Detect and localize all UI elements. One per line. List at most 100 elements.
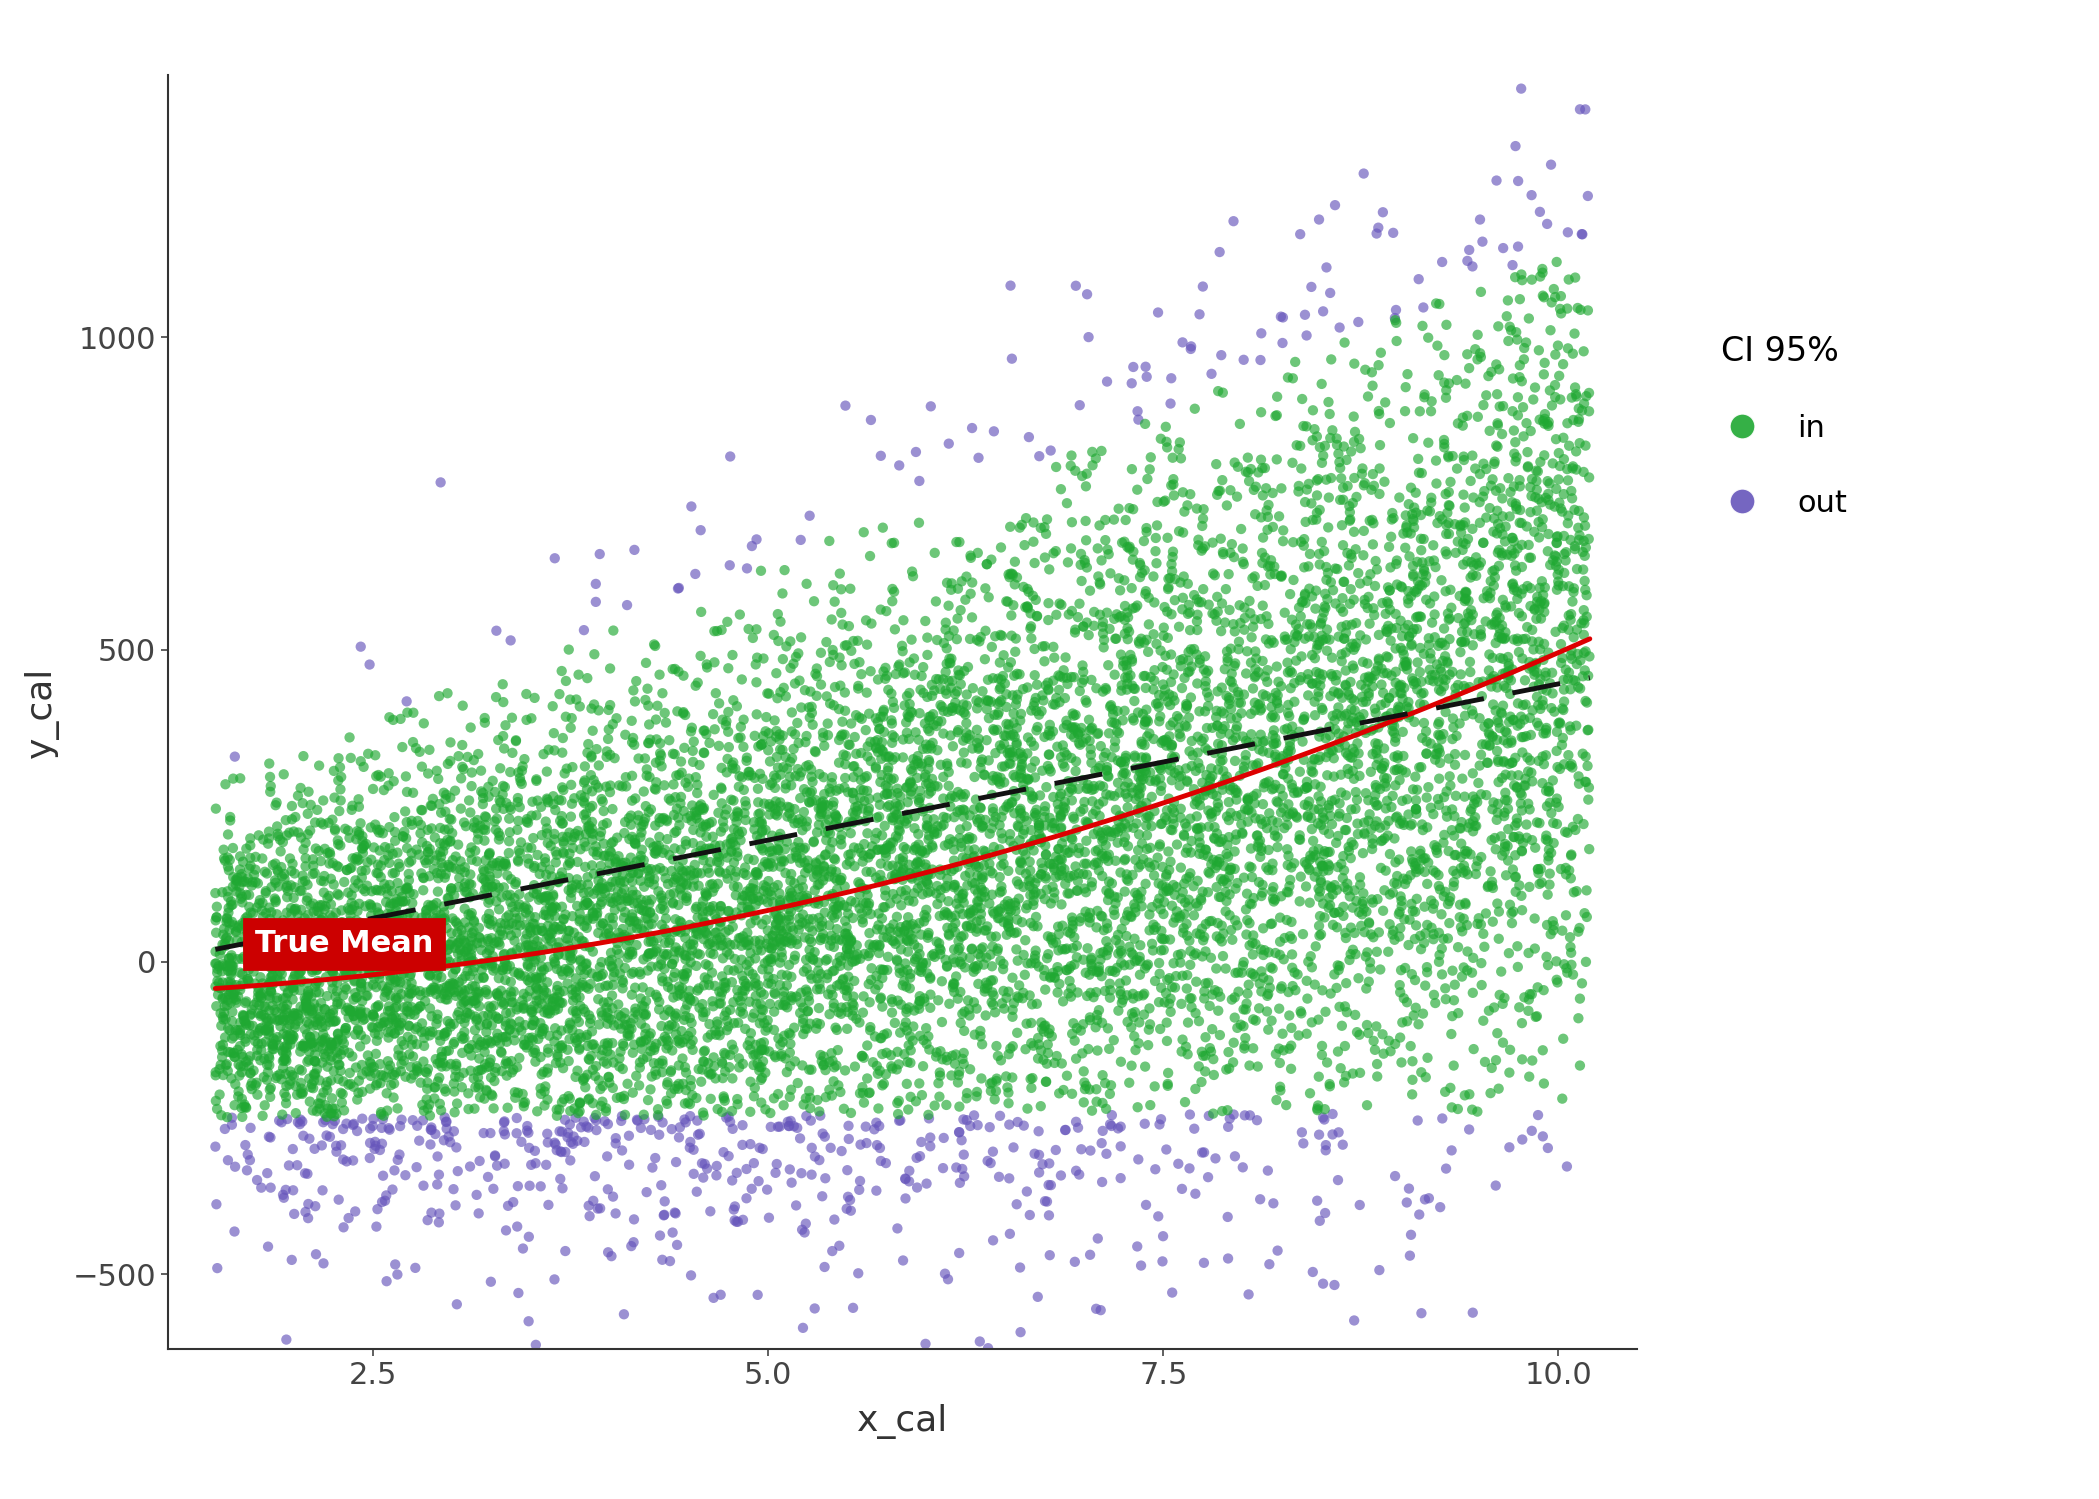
Point (1341, 561, 1375, 585)
Point (1276, 926, 1310, 950)
Point (489, 854, 523, 878)
Point (351, 943, 384, 967)
Point (1022, 444, 1056, 468)
Point (1087, 745, 1121, 769)
Point (928, 1126, 961, 1150)
Point (317, 1001, 351, 1025)
Point (1413, 549, 1446, 573)
Point (281, 1009, 315, 1033)
Point (365, 1163, 399, 1187)
Point (762, 838, 796, 862)
Point (602, 952, 636, 976)
Point (1312, 561, 1345, 585)
Point (548, 943, 581, 967)
Point (991, 655, 1024, 679)
Point (1505, 726, 1539, 750)
Point (1297, 625, 1331, 649)
Point (772, 904, 806, 928)
Point (1337, 520, 1371, 544)
Point (667, 943, 701, 967)
Point (1404, 1060, 1438, 1084)
Point (607, 968, 640, 992)
Point (861, 1178, 894, 1202)
Point (911, 817, 945, 841)
Point (730, 895, 764, 919)
Point (649, 920, 682, 944)
Point (640, 751, 674, 775)
Point (871, 755, 905, 779)
Point (598, 1201, 632, 1225)
Point (932, 432, 966, 456)
Point (1528, 363, 1562, 387)
Point (1125, 764, 1159, 788)
Point (458, 839, 491, 863)
Point (479, 956, 512, 980)
Point (264, 865, 298, 889)
Point (1568, 570, 1602, 594)
Point (1079, 758, 1112, 782)
Point (921, 931, 955, 955)
Point (873, 782, 907, 806)
Point (1241, 751, 1274, 775)
Point (705, 708, 739, 732)
Point (709, 709, 743, 733)
Point (1150, 808, 1184, 832)
Point (252, 1016, 285, 1040)
Point (285, 1082, 319, 1106)
Point (607, 917, 640, 941)
Point (216, 766, 250, 790)
Point (1352, 384, 1385, 408)
Point (483, 790, 516, 814)
Point (210, 905, 243, 929)
Point (699, 681, 733, 705)
Point (691, 953, 724, 977)
Point (789, 1211, 823, 1235)
Point (1444, 513, 1478, 537)
Point (1083, 998, 1117, 1022)
Point (1507, 627, 1541, 651)
Point (1230, 460, 1264, 484)
Point (439, 980, 472, 1004)
Point (1068, 552, 1102, 576)
Point (414, 916, 447, 940)
Point (1282, 889, 1316, 913)
Point (1408, 1187, 1442, 1211)
Point (966, 815, 999, 839)
Point (447, 811, 481, 835)
Point (260, 902, 294, 926)
Point (1232, 797, 1266, 821)
Point (1453, 1082, 1486, 1106)
Point (970, 919, 1003, 943)
Point (1494, 526, 1528, 550)
Point (455, 959, 489, 983)
Point (1486, 588, 1520, 612)
Point (909, 712, 942, 736)
Point (1245, 839, 1278, 863)
Point (886, 850, 919, 874)
Point (1211, 824, 1245, 848)
Point (210, 845, 243, 869)
Point (504, 841, 537, 865)
Point (691, 1025, 724, 1049)
Point (1201, 379, 1234, 403)
Point (932, 646, 966, 670)
Point (1022, 1120, 1056, 1144)
Point (1119, 757, 1152, 781)
Point (747, 646, 781, 670)
Point (1497, 824, 1530, 848)
Point (447, 1019, 481, 1043)
Point (1362, 216, 1396, 240)
Point (1012, 767, 1045, 791)
Point (231, 866, 264, 890)
Point (1209, 610, 1243, 634)
Point (940, 679, 974, 703)
Point (1318, 1273, 1352, 1297)
Point (1033, 806, 1066, 830)
Point (382, 904, 416, 928)
Point (1146, 490, 1180, 514)
Point (1480, 382, 1513, 406)
Point (726, 985, 760, 1009)
Point (623, 896, 657, 920)
Point (1434, 607, 1467, 631)
Point (1094, 986, 1127, 1010)
